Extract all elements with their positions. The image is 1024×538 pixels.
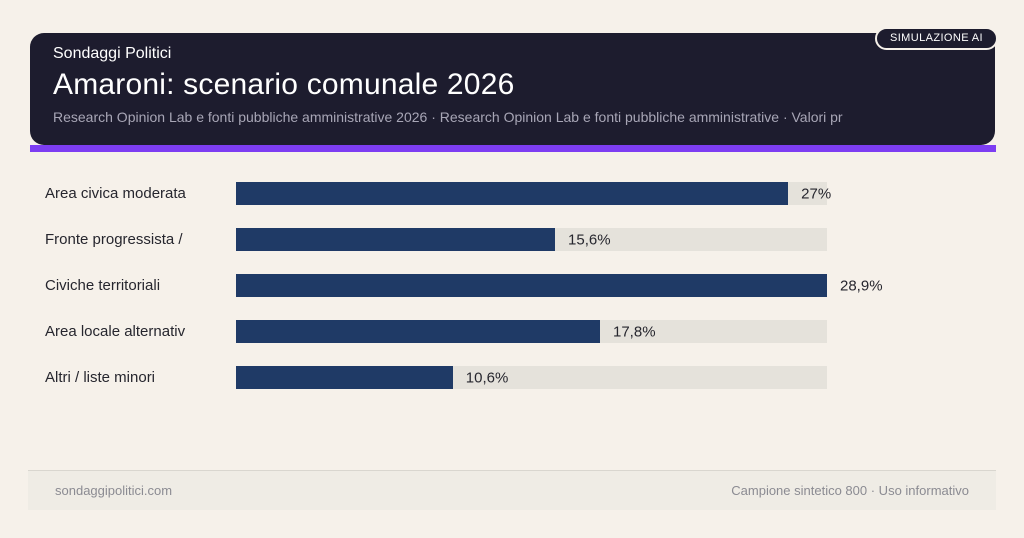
bar-track: 17,8% (236, 320, 827, 343)
category-label: Area civica moderata (45, 185, 186, 202)
footer-site: sondaggipolitici.com (55, 483, 173, 498)
category-label: Area locale alternativ (45, 323, 186, 340)
footer: sondaggipolitici.com Campione sintetico … (28, 470, 996, 510)
page-title: Amaroni: scenario comunale 2026 (53, 68, 515, 101)
category-label: Fronte progressista / (45, 231, 183, 248)
accent-bar (30, 145, 996, 152)
bar-track: 10,6% (236, 366, 827, 389)
value-label: 15,6% (568, 231, 611, 248)
value-label: 27% (801, 185, 832, 202)
chart-row: Area civica moderata 27% (45, 182, 979, 205)
chart-row: Area locale alternativ 17,8% (45, 320, 979, 343)
footer-note: Campione sintetico 800 · Uso informativo (731, 483, 969, 498)
chart-row: Fronte progressista / 15,6% (45, 228, 979, 251)
chart-row: Altri / liste minori 10,6% (45, 366, 979, 389)
bar (236, 182, 789, 205)
bar-track: 27% (236, 182, 831, 205)
simulation-badge: SIMULAZIONE AI (874, 27, 998, 50)
bar (236, 274, 827, 297)
bar-track: 28,9% (236, 274, 883, 297)
chart-row: Civiche territoriali 28,9% (45, 274, 979, 297)
bar (236, 228, 556, 251)
value-label: 28,9% (840, 277, 883, 294)
bar-chart: Area civica moderata 27% Fronte progress… (45, 182, 979, 412)
category-label: Altri / liste minori (45, 369, 156, 386)
header-card: Sondaggi Politici Amaroni: scenario comu… (30, 33, 995, 145)
page-subtitle: Research Opinion Lab e fonti pubbliche a… (53, 109, 843, 125)
bar (236, 320, 600, 343)
brand-kicker: Sondaggi Politici (53, 45, 172, 62)
bar-track: 15,6% (236, 228, 827, 251)
value-label: 17,8% (613, 323, 656, 340)
value-label: 10,6% (465, 369, 509, 386)
bar (236, 366, 453, 389)
category-label: Civiche territoriali (45, 277, 161, 294)
